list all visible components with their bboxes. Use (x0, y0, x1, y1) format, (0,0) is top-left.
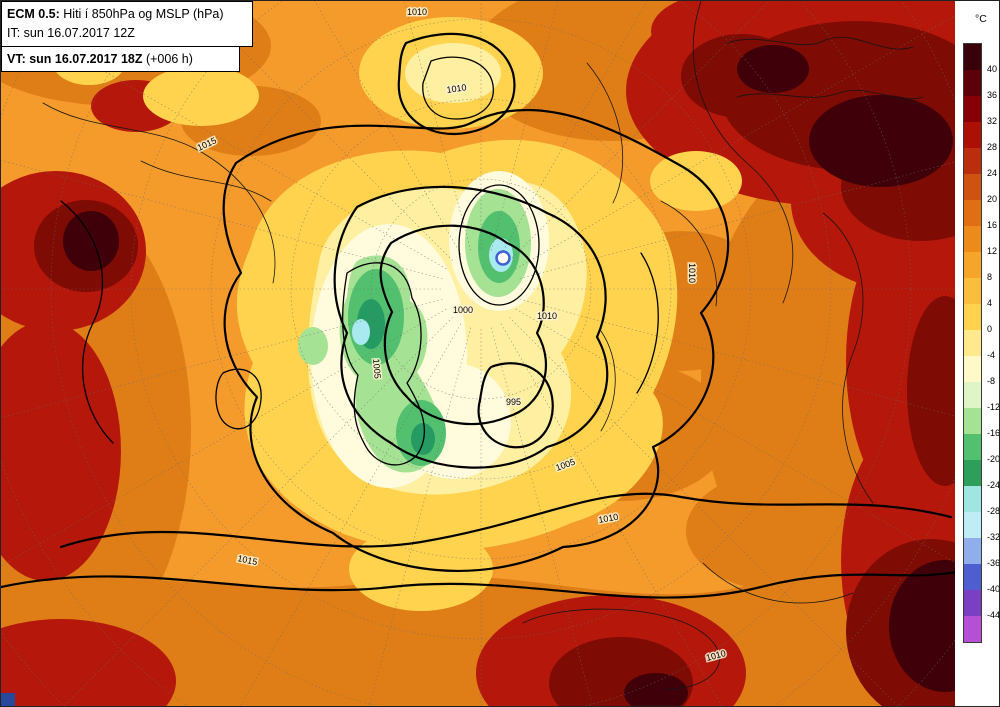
colorbar-cell (964, 356, 981, 382)
colorbar-tick-label: -36 (987, 558, 1000, 568)
contour-label: 1010 (537, 311, 557, 321)
colorbar-cell (964, 486, 981, 512)
colorbar-tick-label: -4 (987, 350, 996, 360)
valid-time: VT: sun 16.07.2017 18Z (7, 51, 143, 66)
colorbar-tick-label: 8 (987, 272, 993, 282)
colorbar-cell (964, 70, 981, 96)
colorbar-tick-label: 24 (987, 168, 998, 178)
colorbar-tick-label: -12 (987, 402, 1000, 412)
colorbar-tick-label: -24 (987, 480, 1000, 490)
model-name: ECM 0.5: (7, 7, 60, 21)
colorbar-cell (964, 408, 981, 434)
valid-offset: (+006 h) (142, 51, 193, 66)
colorbar-tick-label: 0 (987, 324, 993, 334)
colorbar-tick-label: -28 (987, 506, 1000, 516)
colorbar-unit-label: °C (975, 13, 987, 25)
colorbar-cell (964, 278, 981, 304)
colorbar-tick-label: -32 (987, 532, 1000, 542)
title-block: ECM 0.5: Hiti í 850hPa og MSLP (hPa) IT:… (1, 1, 253, 73)
colorbar-cell (964, 564, 981, 590)
valid-time-box: VT: sun 16.07.2017 18Z (+006 h) (1, 45, 240, 73)
colorbar-tick-label: -16 (987, 428, 1000, 438)
colorbar-cell (964, 200, 981, 226)
contour-label: 1000 (453, 305, 473, 315)
colorbar-cell (964, 538, 981, 564)
colorbar: 40 36 32 28 24 20 16 12 8 4 0 -4 -8 -12 -16 -20 -24 -28 -3… (963, 43, 1000, 643)
colorbar-cell (964, 96, 981, 122)
colorbar-cell (964, 226, 981, 252)
colorbar-cell (964, 382, 981, 408)
colorbar-tick-label: 20 (987, 194, 998, 204)
title-box: ECM 0.5: Hiti í 850hPa og MSLP (hPa) IT:… (1, 1, 253, 47)
colorbar-cell (964, 590, 981, 616)
weather-map: 1010101010151010100010101005995100510101… (1, 1, 957, 706)
colorbar-tick-label: 16 (987, 220, 998, 230)
colorbar-tick-label: -44 (987, 610, 1000, 620)
colorbar-cells (963, 43, 982, 643)
colorbar-tick-label: -8 (987, 376, 996, 386)
chart-title: ECM 0.5: Hiti í 850hPa og MSLP (hPa) (7, 5, 245, 24)
colorbar-tick-label: 40 (987, 64, 998, 74)
chart-title-text: Hiti í 850hPa og MSLP (hPa) (59, 7, 224, 21)
contour-label: 1010 (687, 263, 697, 283)
colorbar-tick-label: -40 (987, 584, 1000, 594)
colorbar-cell (964, 330, 981, 356)
colorbar-tick-label: 12 (987, 246, 998, 256)
contour-label: 1010 (407, 7, 427, 17)
init-time: IT: sun 16.07.2017 12Z (7, 25, 135, 40)
colorbar-cell (964, 174, 981, 200)
colorbar-cell (964, 148, 981, 174)
colorbar-tick-label: 36 (987, 90, 998, 100)
cold-core-marker (495, 250, 511, 266)
colorbar-cell (964, 512, 981, 538)
colorbar-tick-label: 32 (987, 116, 998, 126)
colorbar-cell (964, 252, 981, 278)
colorbar-panel: °C 40 36 32 28 24 20 16 12 8 4 0 -4 -8 -12 -16 -20 -24 -2… (955, 1, 1000, 706)
colorbar-tick-label: 28 (987, 142, 998, 152)
colorbar-cell (964, 304, 981, 330)
contour-label: 995 (506, 397, 521, 407)
colorbar-cell (964, 616, 981, 642)
colorbar-tick-label: 4 (987, 298, 993, 308)
contour-label: 1010 (446, 82, 467, 95)
isobar-lines (1, 1, 957, 689)
colorbar-cell (964, 44, 981, 70)
temperature-fill-layer (1, 1, 957, 706)
contour-label: 1005 (371, 358, 383, 379)
colorbar-tick-label: -20 (987, 454, 1000, 464)
colorbar-cell (964, 434, 981, 460)
colorbar-cell (964, 122, 981, 148)
colorbar-cell (964, 460, 981, 486)
